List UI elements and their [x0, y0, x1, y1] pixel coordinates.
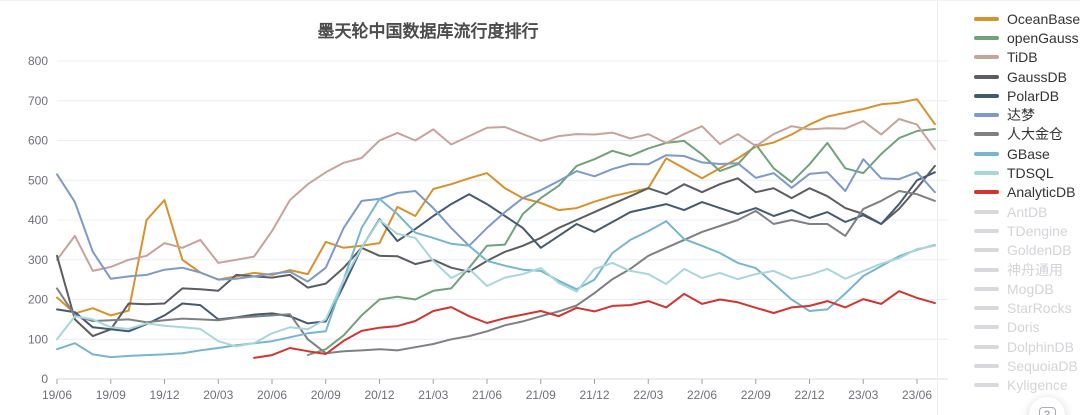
legend-item-TDSQL[interactable]: TDSQL	[974, 163, 1080, 182]
legend-swatch	[974, 345, 999, 349]
legend-label: TiDB	[1007, 49, 1038, 65]
legend-item-GoldenDB[interactable]: GoldenDB	[974, 241, 1080, 260]
legend-label: Doris	[1007, 319, 1040, 335]
legend-swatch	[974, 55, 999, 59]
legend-swatch	[974, 152, 999, 156]
legend-swatch	[974, 36, 999, 40]
legend-label: GoldenDB	[1007, 242, 1072, 258]
legend-item-TDengine[interactable]: TDengine	[974, 221, 1080, 240]
legend-item-TiDB[interactable]: TiDB	[974, 48, 1080, 67]
legend-swatch	[974, 248, 999, 252]
legend-label: MogDB	[1007, 281, 1054, 297]
legend-swatch	[974, 268, 999, 272]
legend-item-Doris[interactable]: Doris	[974, 318, 1080, 337]
y-axis-label: 700	[28, 94, 48, 108]
legend-item-openGauss[interactable]: openGauss	[974, 28, 1080, 47]
legend-swatch	[974, 75, 999, 79]
x-axis-label: 20/03	[203, 388, 233, 402]
y-axis-label: 300	[28, 253, 48, 267]
x-axis-label: 23/06	[902, 388, 932, 402]
legend-swatch	[974, 94, 999, 98]
legend-label: 达梦	[1007, 105, 1035, 125]
legend-label: StarRocks	[1007, 300, 1072, 316]
legend-item-Kyligence[interactable]: Kyligence	[974, 376, 1080, 395]
legend-label: TDengine	[1007, 223, 1068, 239]
legend-label: Kyligence	[1007, 377, 1068, 393]
legend-swatch	[974, 229, 999, 233]
legend-swatch	[974, 171, 999, 175]
y-axis-label: 500	[28, 173, 48, 187]
legend-item-SequoiaDB[interactable]: SequoiaDB	[974, 356, 1080, 375]
legend-item-AntDB[interactable]: AntDB	[974, 202, 1080, 221]
legend-label: AnalyticDB	[1007, 184, 1075, 200]
legend-swatch	[974, 210, 999, 214]
legend-swatch	[974, 306, 999, 310]
legend-label: PolarDB	[1007, 88, 1059, 104]
legend-swatch	[974, 364, 999, 368]
legend-swatch	[974, 17, 999, 21]
y-axis-label: 0	[41, 372, 48, 386]
y-axis-label: 800	[28, 54, 48, 68]
legend-label: 神舟通用	[1007, 260, 1063, 280]
y-axis-label: 100	[28, 332, 48, 346]
legend-item-人大金仓[interactable]: 人大金仓	[974, 125, 1080, 144]
y-axis-label: 600	[28, 134, 48, 148]
legend-item-PolarDB[interactable]: PolarDB	[974, 86, 1080, 105]
legend-label: AntDB	[1007, 204, 1047, 220]
legend-item-StarRocks[interactable]: StarRocks	[974, 298, 1080, 317]
x-axis-label: 23/03	[848, 388, 878, 402]
legend-swatch	[974, 132, 999, 136]
x-axis-label: 22/09	[741, 388, 771, 402]
series-line-AnalyticDB	[254, 291, 935, 358]
x-axis-label: 21/12	[579, 388, 609, 402]
legend-label: TDSQL	[1007, 165, 1054, 181]
legend-swatch	[974, 190, 999, 194]
series-line-openGauss	[308, 129, 935, 355]
legend-swatch	[974, 287, 999, 291]
legend-item-DolphinDB[interactable]: DolphinDB	[974, 337, 1080, 356]
x-axis-label: 20/12	[364, 388, 394, 402]
legend-label: GBase	[1007, 146, 1050, 162]
series-line-TiDB	[57, 119, 935, 271]
legend-swatch	[974, 113, 999, 117]
legend-item-GBase[interactable]: GBase	[974, 144, 1080, 163]
legend-swatch	[974, 325, 999, 329]
legend-swatch	[974, 383, 999, 387]
legend-label: openGauss	[1007, 30, 1079, 46]
legend-item-OceanBase[interactable]: OceanBase	[974, 9, 1080, 28]
legend-item-达梦[interactable]: 达梦	[974, 105, 1080, 124]
x-axis-label: 20/06	[257, 388, 287, 402]
legend-label: 人大金仓	[1007, 124, 1063, 144]
x-axis-label: 22/03	[633, 388, 663, 402]
x-axis-label: 20/09	[311, 388, 341, 402]
legend-item-MogDB[interactable]: MogDB	[974, 279, 1080, 298]
x-axis-label: 21/09	[526, 388, 556, 402]
legend-item-神舟通用[interactable]: 神舟通用	[974, 260, 1080, 279]
x-axis-label: 19/09	[96, 388, 126, 402]
x-axis-label: 19/06	[42, 388, 72, 402]
x-axis-label: 21/03	[418, 388, 448, 402]
y-axis-label: 200	[28, 293, 48, 307]
legend-label: SequoiaDB	[1007, 358, 1078, 374]
legend-label: DolphinDB	[1007, 339, 1074, 355]
x-axis-label: 19/12	[149, 388, 179, 402]
x-axis-label: 22/12	[794, 388, 824, 402]
legend-item-GaussDB[interactable]: GaussDB	[974, 67, 1080, 86]
series-line-GaussDB	[57, 166, 935, 336]
legend-item-AnalyticDB[interactable]: AnalyticDB	[974, 183, 1080, 202]
legend-label: OceanBase	[1007, 11, 1080, 27]
legend-label: GaussDB	[1007, 69, 1067, 85]
legend-divider	[937, 1, 938, 415]
y-axis-label: 400	[28, 213, 48, 227]
x-axis-label: 22/06	[687, 388, 717, 402]
x-axis-label: 21/06	[472, 388, 502, 402]
series-line-OceanBase	[57, 99, 935, 315]
